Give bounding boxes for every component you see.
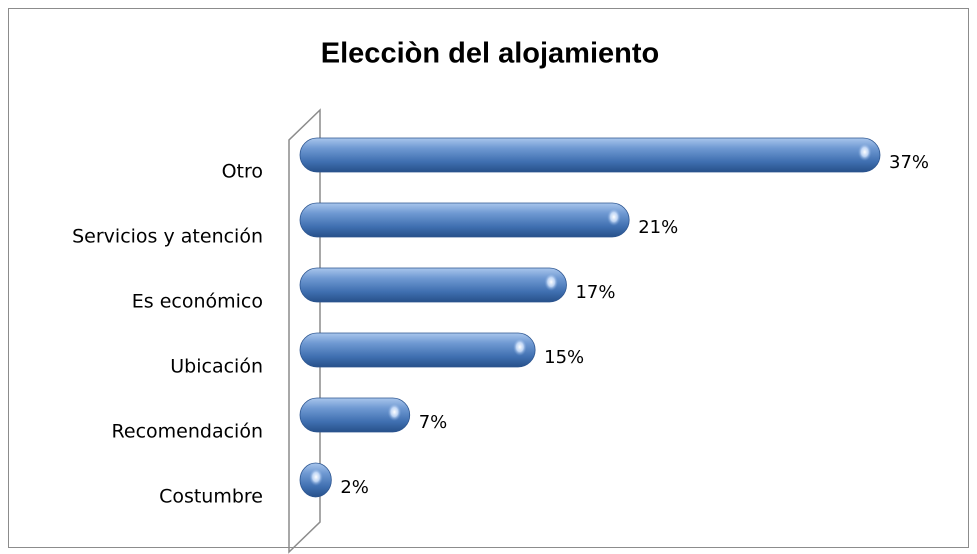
y-tick-label: Servicios y atención — [72, 226, 263, 248]
bar — [299, 332, 536, 368]
y-tick-label: Otro — [222, 161, 263, 183]
y-tick-label: Es económico — [132, 291, 263, 313]
axis-wall — [288, 108, 321, 554]
data-label: 7% — [419, 412, 448, 433]
bar-highlight — [387, 403, 402, 421]
data-label: 37% — [889, 152, 929, 173]
bar — [299, 397, 411, 433]
data-label: 2% — [340, 477, 369, 498]
chart-title: Elecciòn del alojamiento — [321, 38, 659, 70]
y-tick-label: Ubicación — [170, 356, 263, 378]
data-label: 17% — [575, 282, 615, 303]
bar-highlight — [309, 468, 324, 486]
bar — [299, 267, 567, 303]
y-tick-label: Recomendación — [112, 421, 263, 443]
bar — [299, 137, 881, 173]
bar — [299, 202, 630, 238]
bar-highlight — [606, 208, 621, 226]
data-label: 15% — [544, 347, 584, 368]
bar-highlight — [544, 273, 559, 291]
data-label: 21% — [638, 217, 678, 238]
bar-highlight — [512, 338, 527, 356]
y-tick-label: Costumbre — [159, 486, 263, 508]
bar-highlight — [857, 143, 872, 161]
